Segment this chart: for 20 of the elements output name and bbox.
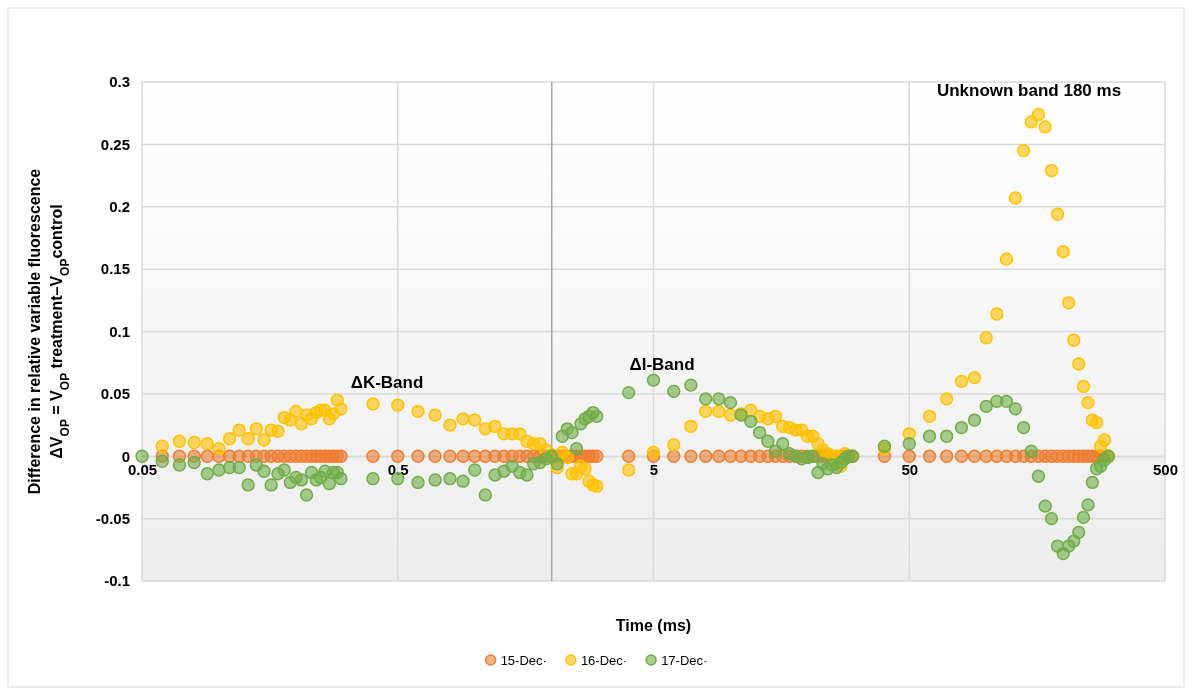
x-axis-title: Time (ms) xyxy=(615,617,692,634)
annotation: Unknown band 180 ms xyxy=(936,81,1122,100)
annotation: ΔK-Band xyxy=(350,373,424,392)
annotation: ΔI-Band xyxy=(629,355,695,374)
y-tick-label: 0.3 xyxy=(109,73,130,91)
x-tick-label: 500 xyxy=(1152,460,1179,478)
y-tick-label: 0.15 xyxy=(100,260,130,278)
x-tick-label: 5 xyxy=(649,460,659,478)
y-tick-label: 0.25 xyxy=(100,135,130,153)
legend-label: 16-Dec· xyxy=(580,653,628,668)
x-tick-label: 0.5 xyxy=(387,460,409,478)
x-tick-label: 50 xyxy=(901,460,919,478)
legend-label: 15-Dec· xyxy=(500,653,547,668)
y-tick-label: 0.1 xyxy=(109,322,130,340)
y-tick-label: 0.2 xyxy=(109,198,130,216)
y-tick-label: 0.05 xyxy=(100,385,130,403)
legend-label: 17-Dec· xyxy=(661,653,708,668)
y-tick-label: -0.1 xyxy=(104,572,130,590)
y-tick-label: 0 xyxy=(121,447,130,465)
y-tick-label: -0.05 xyxy=(95,509,130,527)
